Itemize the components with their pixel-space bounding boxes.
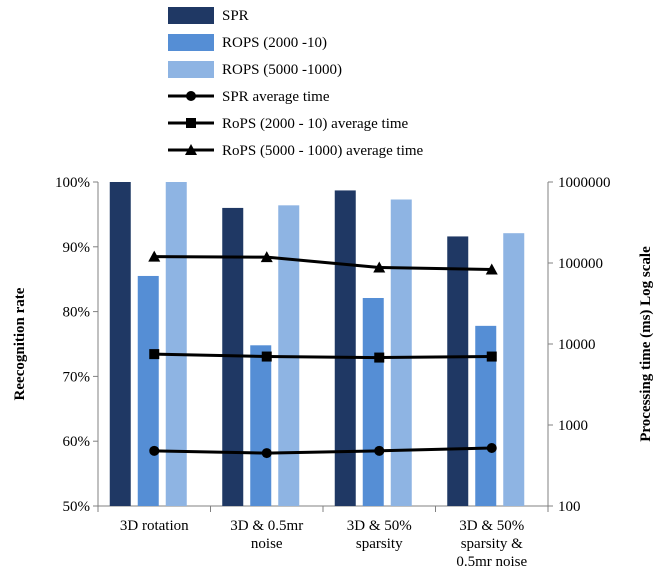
left-tick-label: 70%	[63, 369, 91, 385]
bar-spr	[334, 190, 356, 506]
point-triangle	[485, 263, 498, 275]
bar-rops-2000-10-	[362, 297, 384, 506]
point-triangle	[373, 261, 386, 273]
category-label: 3D rotation	[120, 518, 189, 534]
point-circle	[486, 443, 497, 454]
right-tick-label: 1000000	[558, 175, 611, 191]
line-triangle	[154, 255, 492, 272]
bar-spr	[109, 182, 131, 506]
left-tick-label: 50%	[63, 499, 91, 515]
point-circle	[261, 448, 272, 459]
category-label: sparsity	[356, 536, 403, 552]
legend-label: SPR	[222, 8, 249, 24]
point-circle	[374, 445, 385, 456]
legend-label: SPR average time	[222, 89, 330, 105]
y-axis-title: Reecognition rate	[12, 287, 28, 400]
left-tick-label: 100%	[55, 175, 90, 191]
line-square	[154, 352, 492, 360]
right-tick-label: 1000	[558, 418, 588, 434]
category-label: noise	[251, 536, 283, 552]
left-tick-label: 60%	[63, 434, 91, 450]
legend-swatch	[168, 7, 214, 24]
legend-marker	[185, 144, 197, 155]
right-tick-label: 100000	[558, 256, 603, 272]
point-circle	[149, 445, 160, 456]
point-square	[261, 351, 272, 362]
category-label: sparsity &	[461, 536, 523, 552]
category-label: 3D & 50%	[459, 518, 524, 534]
left-tick-label: 80%	[63, 305, 91, 321]
legend-label: RoPS (2000 - 10) average time	[222, 116, 409, 132]
y2-axis-title: Processing time (ms) Log scale	[638, 246, 654, 442]
legend-marker	[186, 91, 196, 101]
point-triangle	[148, 250, 161, 262]
point-square	[374, 352, 385, 363]
line-circle	[154, 446, 492, 455]
point-triangle	[260, 251, 273, 263]
category-label: 0.5mr noise	[456, 554, 527, 570]
right-tick-label: 10000	[558, 337, 596, 353]
legend-swatch	[168, 61, 214, 78]
point-square	[149, 349, 160, 360]
left-tick-label: 90%	[63, 240, 91, 256]
bar-spr	[447, 236, 469, 506]
legend-marker	[186, 118, 196, 128]
bar-rops-5000-1000-	[165, 182, 187, 506]
category-label: 3D & 0.5mr	[230, 518, 303, 534]
bar-rops-5000-1000-	[503, 233, 525, 506]
category-label: 3D & 50%	[347, 518, 412, 534]
bar-rops-2000-10-	[250, 345, 272, 506]
legend-label: ROPS (5000 -1000)	[222, 62, 342, 78]
legend-label: ROPS (2000 -10)	[222, 35, 327, 51]
right-tick-label: 100	[558, 499, 581, 515]
bar-rops-5000-1000-	[390, 199, 412, 506]
bar-rops-2000-10-	[137, 275, 159, 506]
bar-rops-2000-10-	[475, 325, 497, 506]
point-square	[486, 351, 497, 362]
legend-swatch	[168, 34, 214, 51]
legend-label: RoPS (5000 - 1000) average time	[222, 143, 424, 159]
